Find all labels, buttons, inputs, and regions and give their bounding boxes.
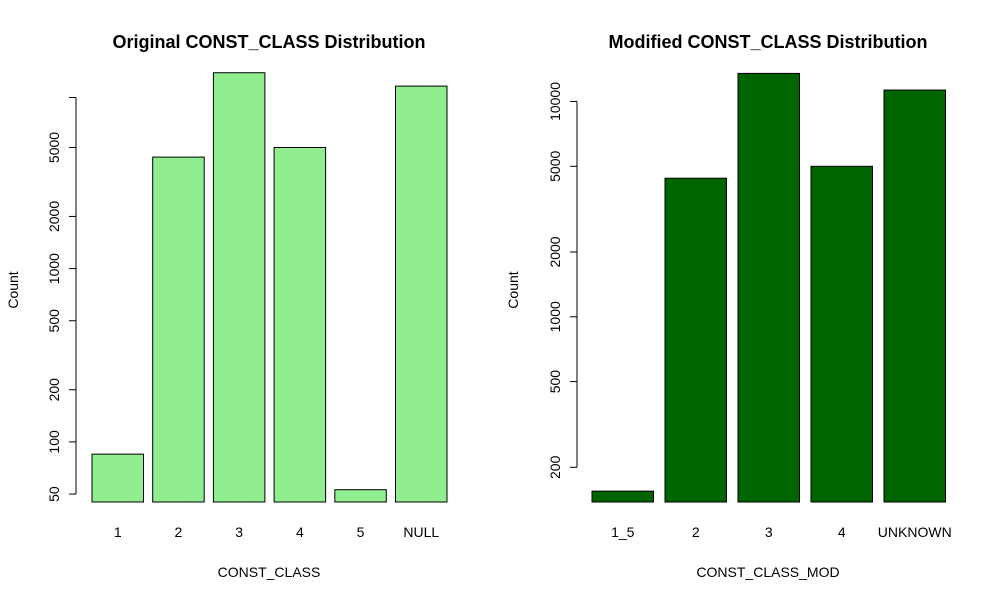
y-tick-label-1000: 1000 <box>547 301 563 332</box>
chart-title: Original CONST_CLASS Distribution <box>112 32 425 52</box>
y-axis-label: Count <box>5 271 21 308</box>
bar-1 <box>91 453 144 503</box>
bar-2 <box>664 177 727 503</box>
y-tick-label-2000: 2000 <box>547 236 563 267</box>
chart-panel-2: Modified CONST_CLASS Distribution 1_5 2 3 4 U… <box>505 32 952 580</box>
category-label-5: 5 <box>357 524 365 540</box>
y-tick-label-10000: 10000 <box>547 82 563 121</box>
y-tick-label-5000: 5000 <box>547 151 563 182</box>
y-tick-label-200: 200 <box>547 455 563 479</box>
y-tick-label-100: 100 <box>46 430 62 454</box>
category-label-4: 4 <box>838 524 846 540</box>
category-label-2: 2 <box>175 524 183 540</box>
y-tick-label-50: 50 <box>46 486 62 502</box>
bar-3 <box>737 72 800 503</box>
y-tick-label-2000: 2000 <box>46 201 62 232</box>
category-label-1_5: 1_5 <box>611 524 635 540</box>
category-label-UNKNOWN: UNKNOWN <box>878 524 952 540</box>
category-label-NULL: NULL <box>403 524 439 540</box>
category-label-3: 3 <box>765 524 773 540</box>
chart-panel-1: Original CONST_CLASS Distribution 1 2 3 4 5 NU… <box>5 32 448 580</box>
y-tick-label-500: 500 <box>46 309 62 333</box>
category-label-1: 1 <box>114 524 122 540</box>
category-label-4: 4 <box>296 524 304 540</box>
bar-4 <box>810 165 873 503</box>
bar-UNKNOWN <box>883 89 946 503</box>
chart-title: Modified CONST_CLASS Distribution <box>609 32 928 52</box>
category-label-2: 2 <box>692 524 700 540</box>
bar-3 <box>212 72 266 503</box>
y-tick-label-1000: 1000 <box>46 253 62 284</box>
y-tick-label-200: 200 <box>46 378 62 402</box>
y-tick-label-5000: 5000 <box>46 132 62 163</box>
category-label-3: 3 <box>235 524 243 540</box>
x-axis-label: CONST_CLASS_MOD <box>696 564 839 580</box>
bar-1_5 <box>591 490 654 503</box>
bar-NULL <box>395 85 448 503</box>
y-tick-label-500: 500 <box>547 370 563 394</box>
x-axis-label: CONST_CLASS <box>218 564 321 580</box>
bar-4 <box>273 146 327 503</box>
y-axis-label: Count <box>505 271 521 308</box>
bar-2 <box>152 156 205 503</box>
bar-5 <box>334 489 387 503</box>
